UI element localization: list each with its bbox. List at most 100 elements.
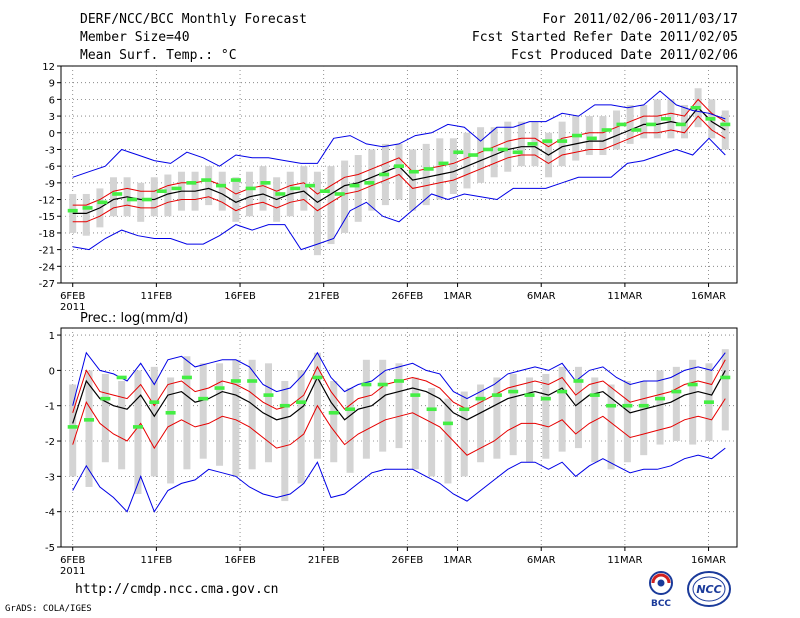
series-minimum (72, 447, 726, 513)
series-minimum (72, 137, 726, 251)
median-marker (638, 403, 649, 408)
median-marker (453, 150, 464, 155)
median-marker (305, 183, 316, 188)
median-marker (112, 192, 123, 196)
median-marker (141, 197, 152, 202)
spread-box (150, 366, 158, 477)
median-marker (334, 192, 345, 196)
spread-box (477, 127, 485, 183)
median-marker (171, 186, 182, 191)
median-marker (705, 117, 716, 121)
spread-box (653, 99, 661, 139)
median-marker (290, 186, 301, 191)
median-marker (655, 396, 666, 401)
spread-box (327, 166, 335, 245)
median-marker (275, 192, 286, 196)
median-marker (84, 418, 95, 422)
spread-box (623, 380, 631, 463)
median-marker (230, 178, 241, 182)
median-marker (622, 403, 633, 408)
spread-box (259, 166, 267, 211)
median-marker (149, 400, 160, 404)
median-marker (319, 189, 330, 193)
median-marker (426, 407, 437, 412)
spread-box (613, 110, 621, 150)
median-marker (408, 169, 419, 174)
spread-box (245, 171, 253, 217)
spread-box (218, 171, 226, 211)
x-tick-label: 1MAR (443, 291, 472, 302)
median-marker (394, 379, 404, 383)
spread-box (330, 380, 338, 463)
spread-box (599, 116, 607, 156)
year-label: 2011 (60, 302, 85, 313)
median-marker (379, 172, 390, 177)
median-marker (230, 379, 241, 383)
spread-box (300, 166, 308, 211)
chart-panel-1: 12 9 6 3 0 -3 -6 -9 -12 -15 -18 -21 -24 -27 6FEB 11FEB 1… (39, 62, 738, 313)
x-tick-label: 11FEB (141, 291, 173, 302)
x-tick-label: 26FEB (392, 291, 424, 302)
median-marker (198, 396, 209, 401)
median-marker (438, 161, 449, 166)
median-marker (690, 105, 701, 110)
forecast-started-date: Fcst Started Refer Date 2011/02/05 (471, 30, 738, 45)
median-marker (512, 150, 523, 155)
median-marker (127, 197, 138, 202)
median-marker (82, 206, 93, 210)
series-ensemble-mean (72, 370, 726, 424)
spread-box (572, 116, 580, 161)
spread-box (444, 398, 452, 484)
median-marker (646, 122, 657, 127)
median-marker (589, 393, 600, 397)
y-tick-label: 12 (42, 62, 55, 73)
y-tick-label: -12 (39, 196, 55, 207)
x-tick-label: 11MAR (607, 291, 642, 302)
x-tick-label: 6MAR (527, 555, 556, 566)
y-tick-label: -3 (45, 145, 55, 156)
spread-box (264, 363, 272, 463)
median-marker (720, 122, 731, 127)
spread-box (297, 370, 305, 484)
series-maximum (72, 351, 726, 406)
y-tick-label: 3 (49, 112, 55, 123)
median-marker (573, 379, 584, 383)
median-marker (497, 147, 508, 152)
median-marker (410, 393, 421, 397)
x-tick-label: 16MAR (691, 555, 726, 566)
median-marker (260, 181, 271, 185)
source-url[interactable]: http://cmdp.ncc.cma.gov.cn (75, 582, 279, 597)
spread-box (183, 356, 191, 470)
x-tick-label: 11MAR (607, 555, 642, 566)
spread-box (591, 377, 599, 463)
y-tick-label: -4 (45, 508, 55, 519)
median-marker (557, 389, 568, 394)
y-tick-label: -18 (39, 229, 55, 240)
median-marker (540, 396, 551, 401)
median-marker (377, 382, 388, 387)
median-marker (687, 382, 698, 387)
panel-title: Prec.: log(mm/d) (80, 311, 188, 326)
spread-box (493, 377, 501, 459)
spread-box (656, 370, 664, 445)
spread-box (607, 384, 615, 470)
median-marker (201, 178, 212, 182)
median-marker (703, 400, 714, 404)
spread-box (137, 182, 145, 222)
x-tick-label: 11FEB (141, 555, 173, 566)
median-marker (132, 425, 143, 429)
median-marker (660, 117, 671, 121)
year-label: 2011 (60, 566, 85, 577)
spread-box (368, 149, 376, 211)
spread-box (411, 377, 419, 470)
median-marker (97, 200, 108, 205)
spread-box (216, 363, 224, 466)
plot-frame (60, 65, 738, 284)
plot-frame (60, 327, 738, 548)
spread-box (395, 143, 403, 200)
median-marker (571, 133, 582, 138)
spread-box (379, 359, 387, 452)
spread-box (164, 174, 172, 217)
spread-box (504, 121, 512, 172)
spread-box (232, 177, 240, 222)
